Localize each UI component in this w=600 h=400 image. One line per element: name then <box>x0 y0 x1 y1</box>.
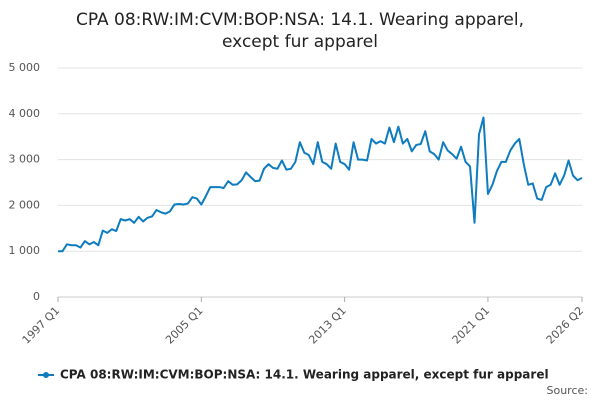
legend-marker <box>43 372 49 378</box>
y-tick-label: 4 000 <box>9 107 41 120</box>
y-tick-label: 2 000 <box>9 198 41 211</box>
x-tick-label: 2026 Q2 <box>544 304 587 347</box>
x-tick-label: 2021 Q1 <box>450 304 493 347</box>
x-tick-label: 2005 Q1 <box>163 304 206 347</box>
y-tick-label: 1 000 <box>9 244 41 257</box>
data-line <box>58 116 583 253</box>
y-tick-label: 3 000 <box>9 153 41 166</box>
y-tick-label: 0 <box>33 290 40 303</box>
legend-label: CPA 08:RW:IM:CVM:BOP:NSA: 14.1. Wearing … <box>60 368 549 382</box>
x-tick-label: 1997 Q1 <box>20 304 63 347</box>
chart-title: except fur apparel <box>222 32 378 52</box>
source: Source: <box>547 384 589 397</box>
y-tick-label: 5 000 <box>9 61 41 74</box>
x-tick-label: 2013 Q1 <box>306 304 349 347</box>
chart-title: CPA 08:RW:IM:CVM:BOP:NSA: 14.1. Wearing … <box>76 10 524 30</box>
